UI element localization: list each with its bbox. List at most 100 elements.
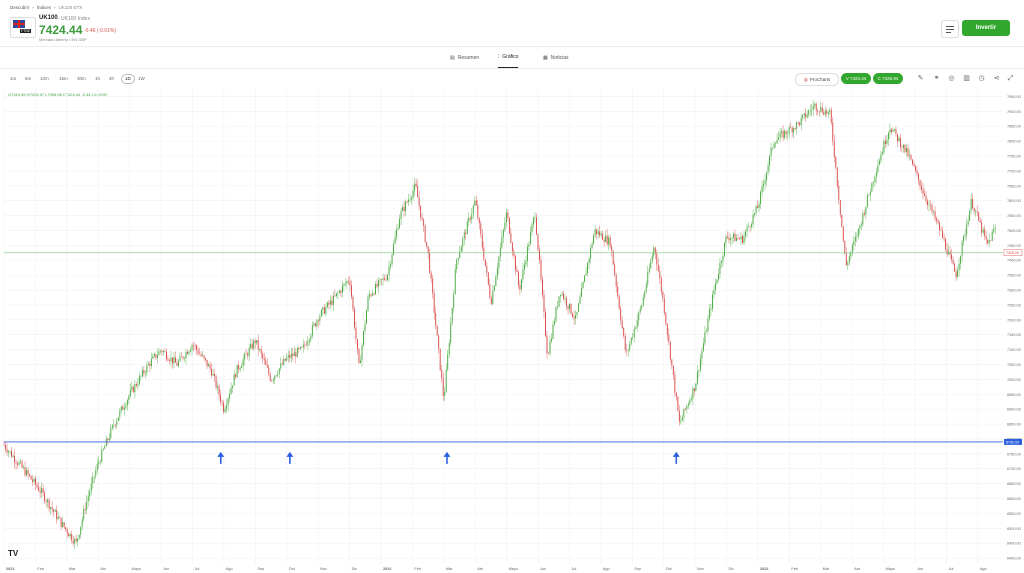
chevron-right-icon: › [54,5,56,10]
candle-body [429,253,431,273]
candle-body [232,385,234,388]
price-chart[interactable]: 7950.00 7900.00 7850.00 7800.00 7750.00 7700.… [0,86,1024,573]
tab-resumen[interactable]: ▤ Resumen [450,47,479,68]
candle-body [426,242,428,247]
candle-body [875,172,877,177]
link-icon[interactable]: ⚭ [933,75,940,82]
candle-body [781,131,783,133]
candle-body [366,310,367,324]
candle-body [984,229,986,237]
candle-body [71,533,73,541]
candle-body [763,183,765,187]
candle-body [632,337,634,338]
candle-body [793,128,795,133]
timeframe-15m[interactable]: 15m [59,76,68,81]
candle-body [439,348,441,371]
candle-body [636,320,638,328]
candle-body [548,353,549,354]
timeframe-1m[interactable]: 1m [10,76,17,81]
menu-button[interactable] [941,20,959,38]
sell-button[interactable]: V 7424.44 [841,73,871,84]
y-tick-label: 6400.00 [1007,557,1021,561]
candle-body [696,371,698,384]
candle-body [423,219,425,226]
candle-body [803,113,805,116]
clock-icon[interactable]: ◷ [978,75,985,82]
candle-body [933,211,935,212]
timeframe-30m[interactable]: 30m [77,76,86,81]
timeframe-5m[interactable]: 5m [25,76,32,81]
candle-body [778,137,780,140]
candle-body [42,488,44,493]
candle-body [699,358,701,371]
candle-body [409,199,411,200]
procharts-button[interactable]: ◍ ProCharts [795,73,839,86]
candle-body [81,519,83,527]
candle-body [75,538,77,542]
candle-body [554,321,555,325]
share-icon[interactable]: ⋖ [993,75,1000,82]
tab-noticias[interactable]: ▦ Noticias [543,47,569,68]
candle-body [644,291,646,298]
tab-grafico[interactable]: ⫶ Gráfico [498,47,519,68]
candle-body [563,293,565,299]
candle-body [66,529,68,534]
candle-body [408,199,410,203]
indicator-icon[interactable]: ◎ [948,75,955,82]
candle-body [663,298,665,314]
candle-body [120,406,122,411]
x-tick-label: Dic [729,567,735,571]
candle-body [752,214,754,225]
timeframe-1d[interactable]: 1D [121,74,135,84]
candle-body [344,283,346,285]
candle-body [668,334,670,342]
candle-body [420,205,422,218]
candle-body [492,290,494,304]
x-tick-label: Ago [226,567,233,571]
candle-body [265,360,267,365]
candle-body [899,137,901,148]
breadcrumb-home[interactable]: Descubrir [10,5,30,10]
x-tick-label: Ago [603,567,610,571]
chart-icon: ⫶ [498,54,500,60]
support-touch-arrow-head [286,451,294,457]
candle-body [684,408,686,410]
invest-button[interactable]: Invertir [962,20,1010,36]
candle-body [593,235,595,245]
candle-body [24,467,26,476]
pencil-icon[interactable]: ✎ [917,75,924,82]
timeframe-1w[interactable]: 1W [138,76,145,81]
price-change: -0.46 (-0.01%) [84,28,116,34]
x-tick-label: Nov [697,567,704,571]
candle-body [167,359,169,361]
candle-body [651,255,653,262]
expand-icon[interactable]: ⤢ [1007,75,1014,82]
candle-body [38,487,40,491]
candle-body [5,444,6,450]
buy-button[interactable]: C 7425.94 [873,73,903,84]
candle-body [720,261,722,264]
candle-body [909,155,910,157]
candle-body [514,255,516,270]
candle-body [350,285,352,297]
x-tick-label: Jun [917,567,923,571]
candle-body [714,283,716,290]
candle-body [376,284,378,287]
candle-body [869,191,871,195]
candle-body [934,211,936,219]
x-tick-label: Jun [540,567,546,571]
y-tick-label: 7900.00 [1007,110,1021,114]
candle-body [511,242,513,252]
y-tick-label: 7350.00 [1007,274,1021,278]
candle-body [319,316,321,322]
candle-body [178,361,179,366]
timeframe-1h[interactable]: 1h [95,76,101,81]
candle-body [564,298,566,299]
candle-body [749,226,751,228]
candle-body [745,231,746,236]
breadcrumb-section[interactable]: Índices [36,5,52,10]
candle-body [608,237,610,245]
bars-icon[interactable]: ▥ [963,75,970,82]
timeframe-4h[interactable]: 4h [109,76,115,81]
timeframe-10m[interactable]: 10m [40,76,49,81]
